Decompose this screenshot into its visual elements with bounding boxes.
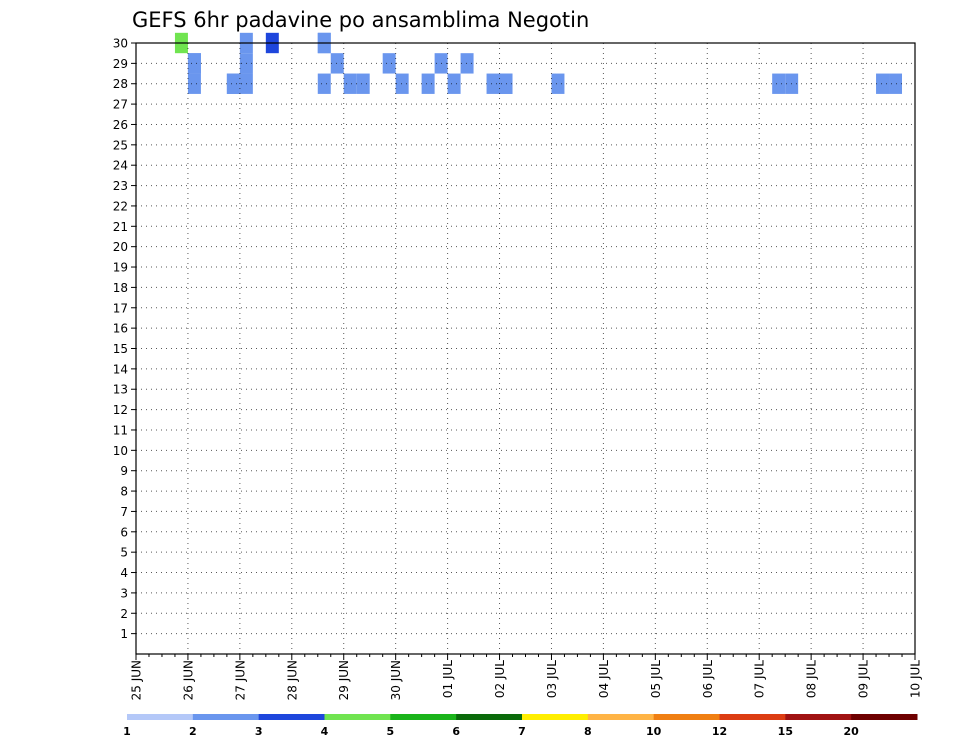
x-tick-label: 27 JUN <box>233 660 247 700</box>
heatmap-cell <box>356 73 370 94</box>
legend-label: 6 <box>452 725 460 738</box>
legend-swatch <box>851 714 918 720</box>
legend-label: 4 <box>321 725 329 738</box>
legend-label: 8 <box>584 725 592 738</box>
grid-lines <box>136 43 916 654</box>
y-tick-label: 22 <box>113 199 128 213</box>
y-tick-label: 4 <box>120 566 128 580</box>
heatmap-cell <box>460 53 474 74</box>
legend-label: 12 <box>712 725 727 738</box>
y-tick-label: 2 <box>120 607 128 621</box>
y-tick-label: 11 <box>113 423 128 437</box>
y-tick-label: 12 <box>113 403 128 417</box>
x-tick-label: 09 JUL <box>857 660 871 698</box>
heatmap-cell <box>226 73 240 94</box>
x-tick-label: 30 JUN <box>389 660 403 700</box>
y-tick-label: 28 <box>113 77 128 91</box>
legend-swatch <box>719 714 786 720</box>
x-tick-label: 01 JUL <box>441 660 455 698</box>
legend-label: 7 <box>518 725 526 738</box>
y-tick-label: 3 <box>120 586 128 600</box>
y-tick-label: 15 <box>113 342 128 356</box>
y-tick-label: 9 <box>120 464 128 478</box>
heatmap-cell <box>876 73 890 94</box>
x-tick-label: 02 JUL <box>493 660 507 698</box>
x-tick-label: 26 JUN <box>181 660 195 700</box>
x-tick-label: 03 JUL <box>545 660 559 698</box>
legend-swatch <box>324 714 391 720</box>
y-tick-label: 7 <box>120 505 128 519</box>
legend-swatch <box>522 714 589 720</box>
y-tick-label: 20 <box>113 240 128 254</box>
y-tick-label: 10 <box>113 444 128 458</box>
legend-swatch <box>192 714 260 720</box>
legend-swatch <box>127 714 194 720</box>
heatmap-cells <box>174 32 903 94</box>
y-tick-label: 1 <box>120 627 128 641</box>
legend-label: 1 <box>123 725 131 738</box>
y-tick-label: 29 <box>113 57 128 71</box>
heatmap-cell <box>447 73 461 94</box>
y-tick-label: 16 <box>113 322 128 336</box>
y-tick-label: 26 <box>113 118 128 132</box>
legend-label: 2 <box>189 725 197 738</box>
heatmap-cell <box>382 53 396 74</box>
y-axis: 1234567891011121314151617181920212223242… <box>113 37 136 641</box>
x-tick-label: 10 JUL <box>909 660 923 698</box>
y-tick-label: 5 <box>120 546 128 560</box>
y-tick-label: 17 <box>113 301 128 315</box>
heatmap-cell <box>317 73 331 94</box>
heatmap-cell <box>343 73 357 94</box>
x-axis: 25 JUN 26 JUN 27 JUN 28 JUN 29 JUN 30 JUN 01 J… <box>130 654 923 700</box>
y-tick-label: 30 <box>113 37 128 51</box>
legend-label: 10 <box>646 725 662 738</box>
x-tick-label: 05 JUL <box>649 660 663 698</box>
y-tick-label: 14 <box>113 362 128 376</box>
heatmap-cell <box>551 73 565 94</box>
y-tick-label: 6 <box>120 525 128 539</box>
plot-frame <box>135 42 916 655</box>
y-tick-label: 21 <box>113 220 128 234</box>
legend-label: 5 <box>387 725 395 738</box>
legend-swatch <box>456 714 523 720</box>
y-tick-label: 19 <box>113 261 128 275</box>
color-legend: 1 2 3 4 5 6 7 8 10 12 15 20 <box>123 714 918 738</box>
heatmap-cell <box>395 73 409 94</box>
legend-label: 20 <box>844 725 860 738</box>
chart-title: GEFS 6hr padavine po ansamblima Negotin <box>132 8 589 32</box>
legend-swatch <box>785 714 852 720</box>
x-tick-label: 04 JUL <box>597 660 611 698</box>
y-tick-label: 18 <box>113 281 128 295</box>
heatmap-cell <box>187 53 201 74</box>
y-tick-label: 25 <box>113 138 128 152</box>
heatmap-cell <box>330 53 344 74</box>
heatmap-cell <box>889 73 903 94</box>
y-tick-label: 8 <box>120 485 128 499</box>
y-tick-label: 27 <box>113 98 128 112</box>
heatmap-cell <box>772 73 786 94</box>
x-tick-label: 29 JUN <box>337 660 351 700</box>
x-tick-label: 07 JUL <box>753 660 767 698</box>
heatmap-cell <box>486 73 500 94</box>
y-tick-label: 13 <box>113 383 128 397</box>
heatmap-cell <box>187 73 201 94</box>
x-tick-label: 28 JUN <box>285 660 299 700</box>
x-tick-label: 06 JUL <box>701 660 715 698</box>
x-tick-label: 08 JUL <box>805 660 819 698</box>
legend-label: 15 <box>778 725 793 738</box>
legend-swatch <box>653 714 720 720</box>
y-tick-label: 24 <box>113 159 128 173</box>
legend-swatch <box>390 714 457 720</box>
legend-label: 3 <box>255 725 263 738</box>
x-tick-label: 25 JUN <box>130 660 144 700</box>
y-tick-label: 23 <box>113 179 128 193</box>
legend-swatch <box>587 714 655 720</box>
heatmap-cell <box>421 73 435 94</box>
legend-swatch <box>258 714 325 720</box>
